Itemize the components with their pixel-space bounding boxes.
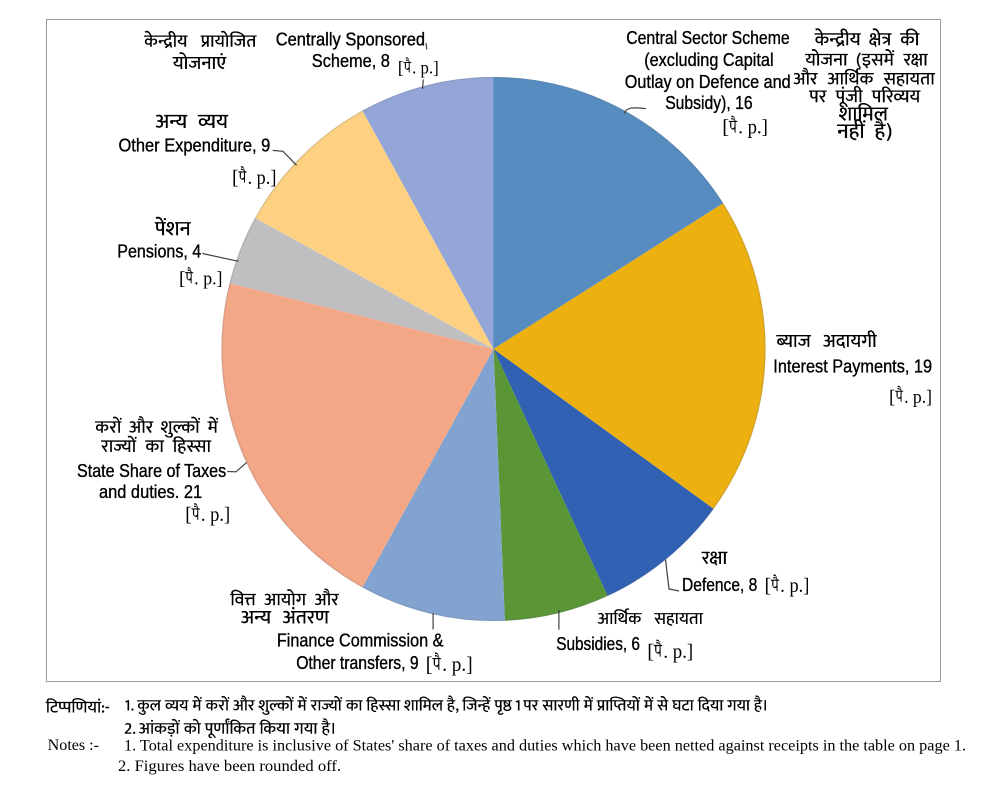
svg-text:. p.]: . p.] <box>412 58 439 78</box>
svg-text:Central Sector Scheme: Central Sector Scheme <box>626 28 790 48</box>
svg-text:[: [ <box>185 504 192 526</box>
svg-text:[: [ <box>232 167 239 189</box>
svg-text:. p.]: . p.] <box>248 167 277 189</box>
svg-text:. p.]: . p.] <box>780 575 809 597</box>
svg-text:[: [ <box>765 575 772 597</box>
svg-text:Other transfers, 9: Other transfers, 9 <box>296 653 419 673</box>
svg-text:. p.]: . p.] <box>738 117 768 139</box>
svg-text:(excluding Capital: (excluding Capital <box>644 50 773 70</box>
svg-text:Notes :-: Notes :- <box>48 737 99 754</box>
svg-text:1. Total expenditure is inclus: 1. Total expenditure is inclusive of Sta… <box>124 737 966 754</box>
svg-text:Scheme, 8: Scheme, 8 <box>312 51 390 71</box>
svg-text:. p.]: . p.] <box>904 387 932 408</box>
svg-text:. p.]: . p.] <box>663 641 693 663</box>
svg-text:2. Figures have been rounded o: 2. Figures have been rounded off. <box>118 758 341 775</box>
svg-text:Centrally Sponsored: Centrally Sponsored <box>276 30 425 50</box>
svg-text:[: [ <box>398 58 404 78</box>
svg-text:. p.]: . p.] <box>201 504 230 526</box>
svg-text:Subsidy), 16: Subsidy), 16 <box>665 93 752 113</box>
svg-text:and duties. 21: and duties. 21 <box>99 482 202 502</box>
svg-text:[: [ <box>647 641 654 663</box>
svg-text:Defence, 8: Defence, 8 <box>682 575 757 595</box>
svg-text:Subsidies, 6: Subsidies, 6 <box>556 634 640 654</box>
svg-text:[: [ <box>722 117 729 139</box>
svg-text:[: [ <box>426 652 433 676</box>
svg-text:Interest Payments, 19: Interest Payments, 19 <box>773 357 932 377</box>
svg-text:. p.]: . p.] <box>194 268 222 289</box>
svg-text:Finance Commission &: Finance Commission & <box>277 631 444 651</box>
svg-text:[: [ <box>889 387 895 408</box>
svg-text:[: [ <box>179 268 185 289</box>
svg-text:Pensions, 4: Pensions, 4 <box>117 242 201 262</box>
svg-text:Other Expenditure, 9: Other Expenditure, 9 <box>119 136 271 156</box>
svg-text:Outlay on Defence and: Outlay on Defence and <box>625 72 791 92</box>
svg-text:. p.]: . p.] <box>442 652 472 676</box>
svg-text:State Share of Taxes: State Share of Taxes <box>77 461 226 481</box>
